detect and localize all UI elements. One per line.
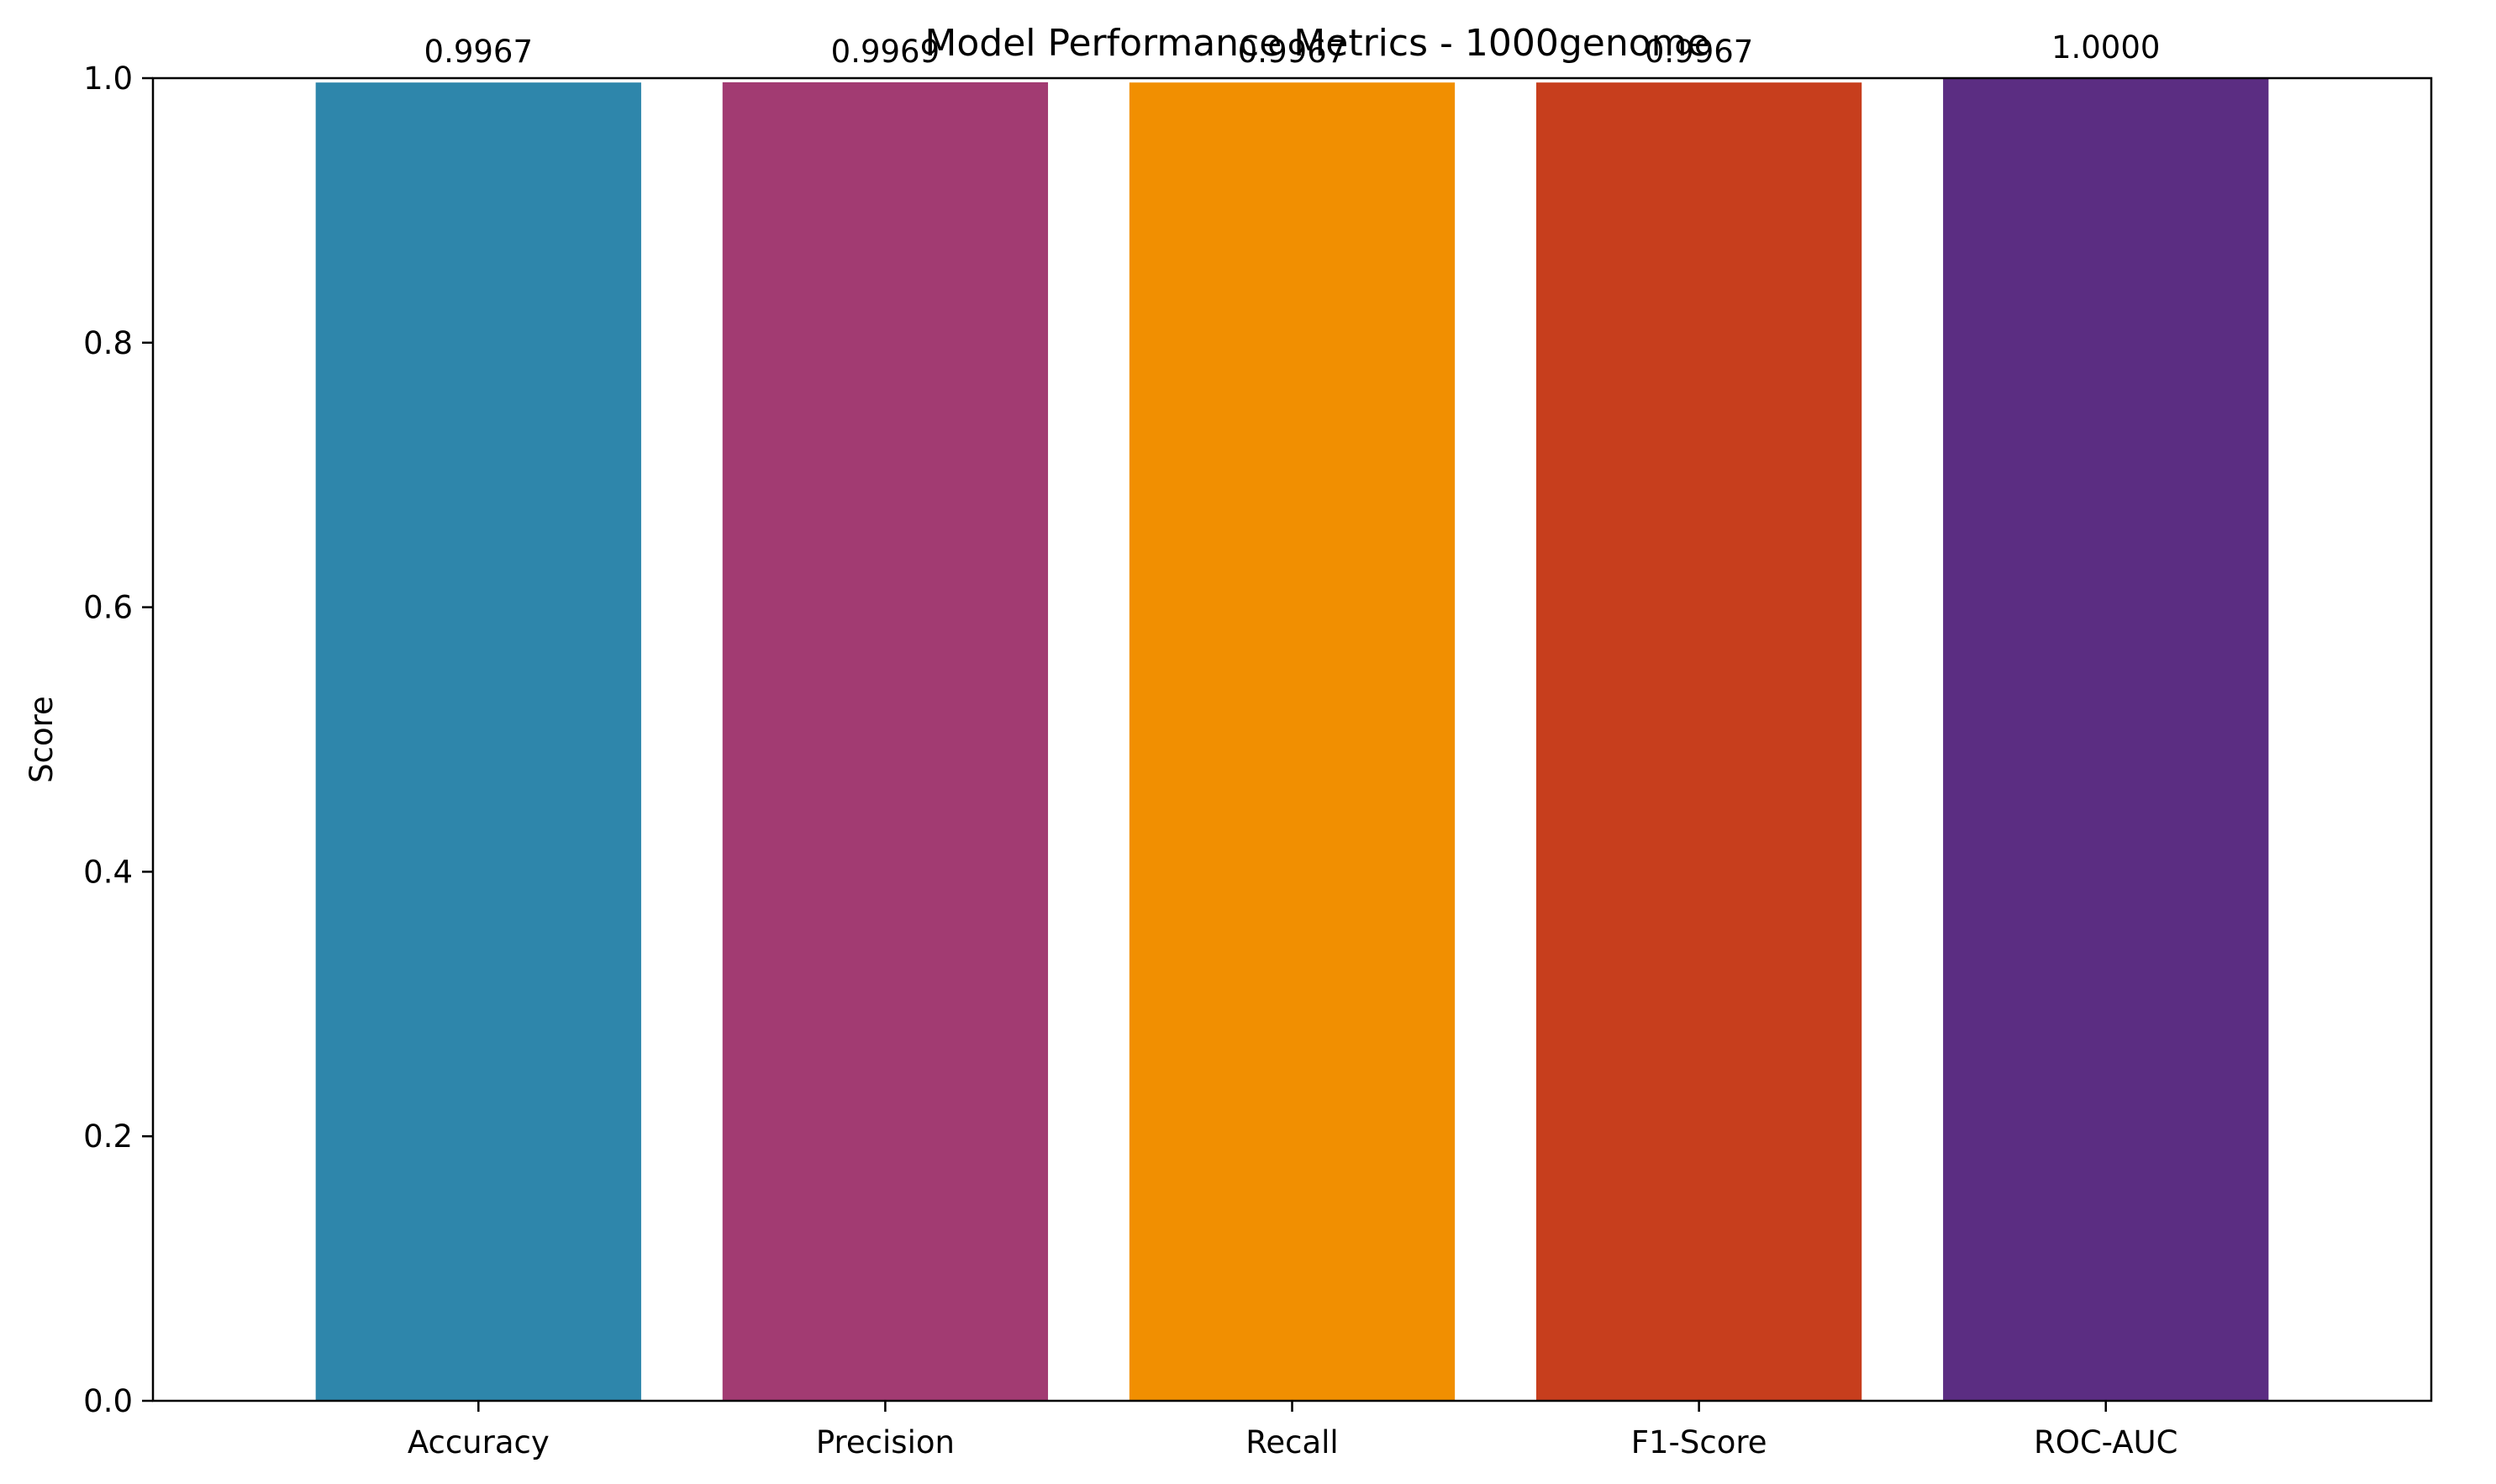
value-label-roc-auc: 1.0000	[2051, 29, 2160, 66]
chart-title: Model Performance Metrics - 1000genome	[924, 22, 1709, 65]
x-tick-label-accuracy: Accuracy	[408, 1424, 550, 1460]
bar-roc-auc	[1943, 78, 2269, 1401]
y-axis: 0.0 0.2 0.4 0.6 0.8 1.0	[83, 61, 153, 1419]
bar-accuracy	[315, 82, 641, 1401]
y-tick-label-0-2: 0.2	[83, 1118, 133, 1155]
y-axis-label: Score	[24, 696, 60, 783]
x-tick-label-precision: Precision	[816, 1424, 955, 1460]
value-label-accuracy: 0.9967	[424, 34, 533, 70]
bar-precision	[722, 82, 1049, 1402]
bar-recall	[1129, 82, 1456, 1401]
x-axis: Accuracy Precision Recall F1-Score ROC-AUC	[408, 1401, 2177, 1460]
value-labels: 0.9967 0.9969 0.9967 0.9967 1.0000	[424, 29, 2161, 70]
y-tick-label-0-0: 0.0	[83, 1383, 133, 1419]
y-tick-label-1-0: 1.0	[83, 61, 133, 97]
bar-f1-score	[1535, 82, 1862, 1401]
x-tick-label-recall: Recall	[1245, 1424, 1338, 1460]
y-tick-label-0-6: 0.6	[83, 590, 133, 626]
x-tick-label-roc-auc: ROC-AUC	[2034, 1424, 2177, 1460]
value-label-precision: 0.9969	[831, 34, 940, 70]
y-tick-label-0-4: 0.4	[83, 854, 133, 890]
y-tick-label-0-8: 0.8	[83, 325, 133, 361]
value-label-recall: 0.9967	[1238, 34, 1346, 70]
x-tick-label-f1-score: F1-Score	[1631, 1424, 1767, 1460]
value-label-f1-score: 0.9967	[1645, 34, 1753, 70]
bars-layer	[315, 78, 2269, 1402]
